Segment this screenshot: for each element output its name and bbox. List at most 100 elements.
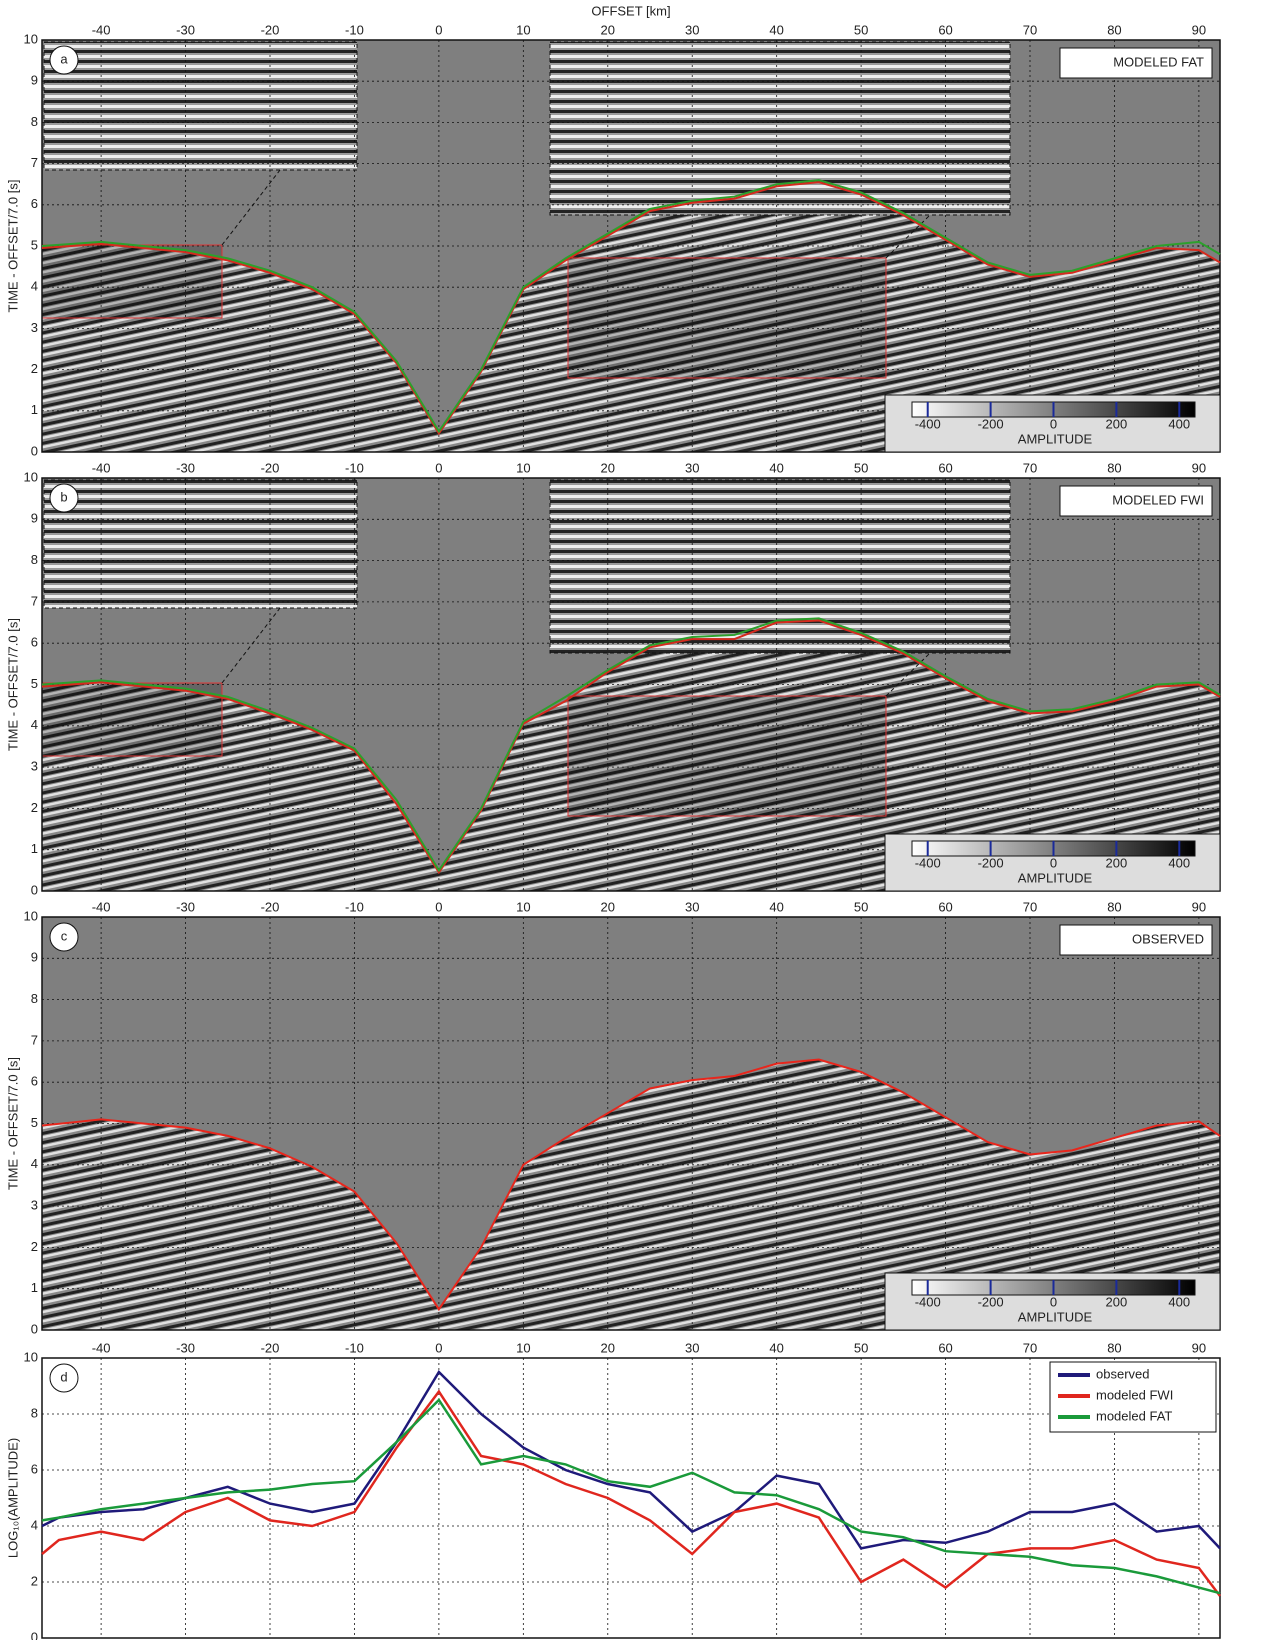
- inset: [549, 479, 1011, 654]
- seismic-texture: [42, 620, 1220, 891]
- line: [41, 1389, 1221, 1597]
- line: [41, 179, 1221, 434]
- title-box: [1059, 47, 1213, 79]
- x-tick-label: 60: [938, 460, 952, 475]
- y-axis-label: TIME - OFFSET/7.0 [s]: [5, 618, 20, 751]
- x-tick-label: -40: [92, 899, 111, 914]
- x-tick-label: 60: [938, 22, 952, 37]
- x-tick-label: 50: [854, 22, 868, 37]
- x-tick-label: 70: [1023, 460, 1037, 475]
- y-tick-label: 8: [31, 1405, 38, 1420]
- colorbar-tick-label: 0: [1050, 416, 1057, 431]
- colorbar-label: AMPLITUDE: [1018, 1309, 1093, 1324]
- y-axis-label: TIME - OFFSET/7.0 [s]: [5, 180, 20, 313]
- plot-frame: [41, 916, 1221, 1331]
- colorbar-tick-label: -400: [915, 855, 941, 870]
- y-tick-label: 1: [31, 402, 38, 417]
- panel: -40 -30 -20 -10 0 10 20 30 40 50 60 70 80 90 0 2 4 6 8 10 LO…: [5, 1340, 1221, 1644]
- y-tick-label: 7: [31, 593, 38, 608]
- x-tick-label: 50: [854, 1340, 868, 1355]
- x-tick-label: -30: [176, 899, 195, 914]
- y-tick-label: 2: [31, 1239, 38, 1254]
- x-tick-label: 40: [769, 899, 783, 914]
- x-tick-label: 0: [435, 460, 442, 475]
- x-tick-label: 20: [601, 1340, 615, 1355]
- y-tick-label: 8: [31, 114, 38, 129]
- y-tick-label: 10: [24, 908, 38, 923]
- red-box: [41, 682, 223, 757]
- y-tick-label: 0: [31, 443, 38, 458]
- x-tick-label: 50: [854, 460, 868, 475]
- panel: -40 -30 -20 -10 0 10 20 30 40 50 60 70 80 90012345678…: [5, 899, 1221, 1336]
- colorbar-tick-label: 200: [1106, 855, 1128, 870]
- colorbar-tick-label: 0: [1050, 855, 1057, 870]
- y-tick-label: 4: [31, 279, 38, 294]
- panel-label: c: [61, 928, 68, 943]
- red-box: [567, 695, 887, 817]
- y-tick-label: 7: [31, 155, 38, 170]
- y-tick-label: 6: [31, 1461, 38, 1476]
- x-tick-label: -30: [176, 1340, 195, 1355]
- x-tick-label: -40: [92, 22, 111, 37]
- x-tick-label: -10: [345, 460, 364, 475]
- legend-label: observed: [1096, 1366, 1149, 1381]
- x-tick-label: -20: [261, 460, 280, 475]
- colorbar-tick-label: -200: [978, 1294, 1004, 1309]
- colorbar-tick-label: -200: [978, 416, 1004, 431]
- y-tick-label: 6: [31, 635, 38, 650]
- x-tick-label: 0: [435, 22, 442, 37]
- x-tick-label: -10: [345, 1340, 364, 1355]
- connector: [885, 214, 931, 259]
- colorbar-tick-label: 400: [1168, 416, 1190, 431]
- panel: -40 -30 -20 -10 0 10 20 30 40 50 60 70 80 90012345678…: [5, 460, 1221, 897]
- y-tick-label: 0: [31, 882, 38, 897]
- panel-badge: [49, 483, 79, 513]
- x-tick-label: 90: [1192, 899, 1206, 914]
- colorbar-tick-label: 0: [1050, 1294, 1057, 1309]
- x-tick-label: 50: [854, 899, 868, 914]
- panel-label: a: [60, 51, 68, 66]
- x-tick-label: 80: [1107, 460, 1121, 475]
- y-tick-label: 6: [31, 196, 38, 211]
- x-tick-label: -20: [261, 1340, 280, 1355]
- panel-title: MODELED FWI: [1112, 492, 1204, 507]
- y-axis-label: LOG₁₀(AMPLITUDE): [5, 1438, 20, 1558]
- y-tick-label: 9: [31, 950, 38, 965]
- y-tick-label: 8: [31, 991, 38, 1006]
- connector: [221, 169, 281, 246]
- inset: [43, 479, 358, 609]
- x-tick-label: -40: [92, 1340, 111, 1355]
- line: [41, 1369, 1221, 1550]
- x-tick-label: -10: [345, 899, 364, 914]
- panel: -40 -30 -20 -10 0 10 20 30 40 50 60 70 80 90012345678…: [5, 3, 1221, 458]
- x-tick-label: 10: [516, 460, 530, 475]
- y-axis-label: TIME - OFFSET/7.0 [s]: [5, 1057, 20, 1190]
- x-tick-label: -20: [261, 22, 280, 37]
- x-tick-label: 20: [601, 22, 615, 37]
- x-tick-label: 20: [601, 899, 615, 914]
- line: [41, 619, 1221, 875]
- red-box: [41, 244, 223, 319]
- panel-label: b: [60, 489, 67, 504]
- seismic-texture: [42, 1059, 1220, 1330]
- y-tick-label: 8: [31, 552, 38, 567]
- x-tick-label: -30: [176, 460, 195, 475]
- y-tick-label: 2: [31, 1573, 38, 1588]
- panel-badge: [49, 1363, 79, 1393]
- x-tick-label: 30: [685, 899, 699, 914]
- y-tick-label: 4: [31, 1156, 38, 1171]
- y-tick-label: 2: [31, 361, 38, 376]
- y-tick-label: 5: [31, 1115, 38, 1130]
- panel-badge: [49, 45, 79, 75]
- x-tick-label: 70: [1023, 22, 1037, 37]
- panel-title: MODELED FAT: [1113, 54, 1204, 69]
- x-tick-label: 70: [1023, 1340, 1037, 1355]
- y-tick-label: 1: [31, 841, 38, 856]
- x-tick-label: 30: [685, 1340, 699, 1355]
- panel-label: d: [60, 1369, 67, 1384]
- legend-label: modeled FWI: [1096, 1387, 1173, 1402]
- x-tick-label: 40: [769, 1340, 783, 1355]
- y-tick-label: 9: [31, 73, 38, 88]
- x-tick-label: 80: [1107, 1340, 1121, 1355]
- y-tick-label: 3: [31, 1198, 38, 1213]
